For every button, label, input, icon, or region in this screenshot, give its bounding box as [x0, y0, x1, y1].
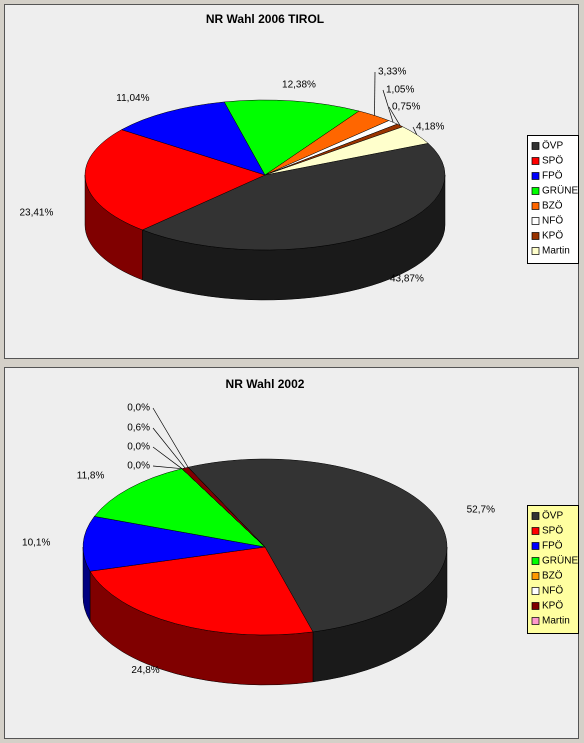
legend-label: KPÖ	[542, 230, 563, 242]
legend-label: GRÜNE	[542, 185, 578, 197]
data-label: 0,0%	[127, 442, 150, 453]
data-label: 0,6%	[127, 423, 150, 434]
data-label: 3,33%	[378, 67, 406, 78]
legend-label: GRÜNE	[542, 555, 578, 567]
slice	[82, 516, 266, 572]
legend-swatch	[531, 602, 540, 610]
legend-swatch	[531, 232, 540, 240]
legend-label: Martin	[542, 616, 570, 627]
legend-swatch	[531, 542, 540, 550]
legend-label: KPÖ	[542, 600, 563, 612]
data-label: 11,04%	[116, 93, 149, 104]
slice	[187, 458, 448, 633]
data-label: 10,1%	[22, 538, 50, 549]
legend-label: Martin	[542, 246, 570, 257]
slice	[141, 143, 446, 251]
data-label: 52,7%	[467, 505, 495, 516]
legend-swatch	[531, 217, 540, 225]
legend-swatch	[531, 512, 540, 520]
legend-swatch	[531, 557, 540, 565]
legend-swatch	[531, 587, 540, 595]
legend-label: FPÖ	[542, 170, 563, 182]
legend-swatch	[531, 187, 540, 195]
chart-title: NR Wahl 2002	[226, 377, 305, 391]
slice	[84, 129, 266, 231]
data-label: 0,0%	[127, 461, 150, 472]
legend-box	[527, 135, 579, 264]
legend-swatch	[531, 247, 540, 255]
leader-line	[382, 89, 394, 123]
slice	[120, 101, 266, 176]
legend-swatch	[531, 572, 540, 580]
legend-label: NFÖ	[542, 215, 563, 227]
legend-swatch	[531, 142, 540, 150]
legend-label: FPÖ	[542, 540, 563, 552]
legend-label: BZÖ	[542, 200, 563, 212]
leader-line	[152, 465, 182, 470]
data-label: 24,8%	[131, 665, 159, 676]
chart-title: NR Wahl 2006 TIROL	[206, 12, 324, 26]
slice	[89, 546, 314, 636]
leader-line	[152, 446, 183, 469]
data-label: 0,0%	[127, 403, 150, 414]
data-label: 12,38%	[282, 79, 316, 90]
legend-swatch	[531, 172, 540, 180]
legend-label: NFÖ	[542, 585, 563, 597]
slice	[93, 468, 266, 548]
data-label: 1,05%	[386, 85, 414, 96]
legend-swatch	[531, 527, 540, 535]
leader-line	[388, 106, 401, 126]
data-label: 11,8%	[77, 470, 105, 481]
legend-label: SPÖ	[542, 155, 563, 167]
leader-line	[412, 126, 418, 135]
slice	[223, 99, 360, 176]
data-label: 4,18%	[416, 122, 444, 133]
legend-label: SPÖ	[542, 525, 563, 537]
data-label: 43,87%	[390, 274, 424, 285]
legend-box	[527, 505, 579, 634]
legend-label: ÖVP	[542, 140, 563, 152]
legend-swatch	[531, 202, 540, 210]
legend-swatch	[531, 157, 540, 165]
legend-label: ÖVP	[542, 510, 563, 522]
data-label: 23,41%	[19, 208, 53, 219]
leader-line	[152, 427, 186, 469]
leader-line	[152, 407, 189, 468]
data-label: 0,75%	[392, 102, 420, 113]
legend-label: BZÖ	[542, 570, 563, 582]
legend-swatch	[531, 617, 540, 625]
